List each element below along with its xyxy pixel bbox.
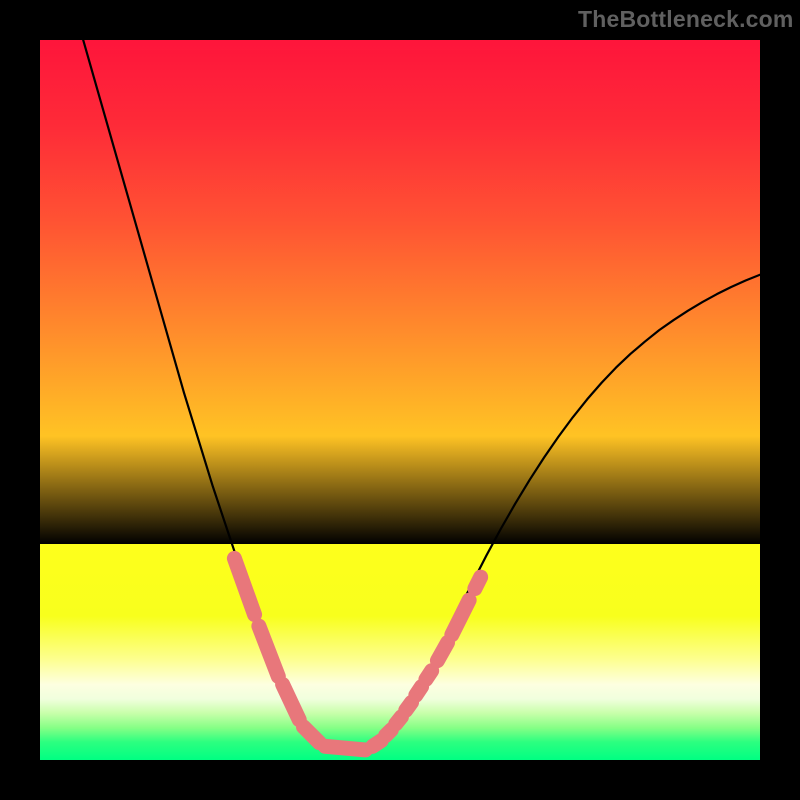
pink-segment [406,702,412,710]
pink-segment [475,577,481,589]
pink-segment [437,643,447,661]
pink-segment [396,717,402,724]
plot-svg [40,40,760,760]
plot-area [40,40,760,760]
pink-segment [416,687,422,696]
pink-segment [325,746,365,750]
watermark-text: TheBottleneck.com [578,6,794,33]
chart-stage: TheBottleneck.com [0,0,800,800]
pink-segment [426,671,432,680]
pink-segment [373,741,382,747]
pink-segment [386,730,392,736]
gradient-fill-rect [40,40,760,760]
